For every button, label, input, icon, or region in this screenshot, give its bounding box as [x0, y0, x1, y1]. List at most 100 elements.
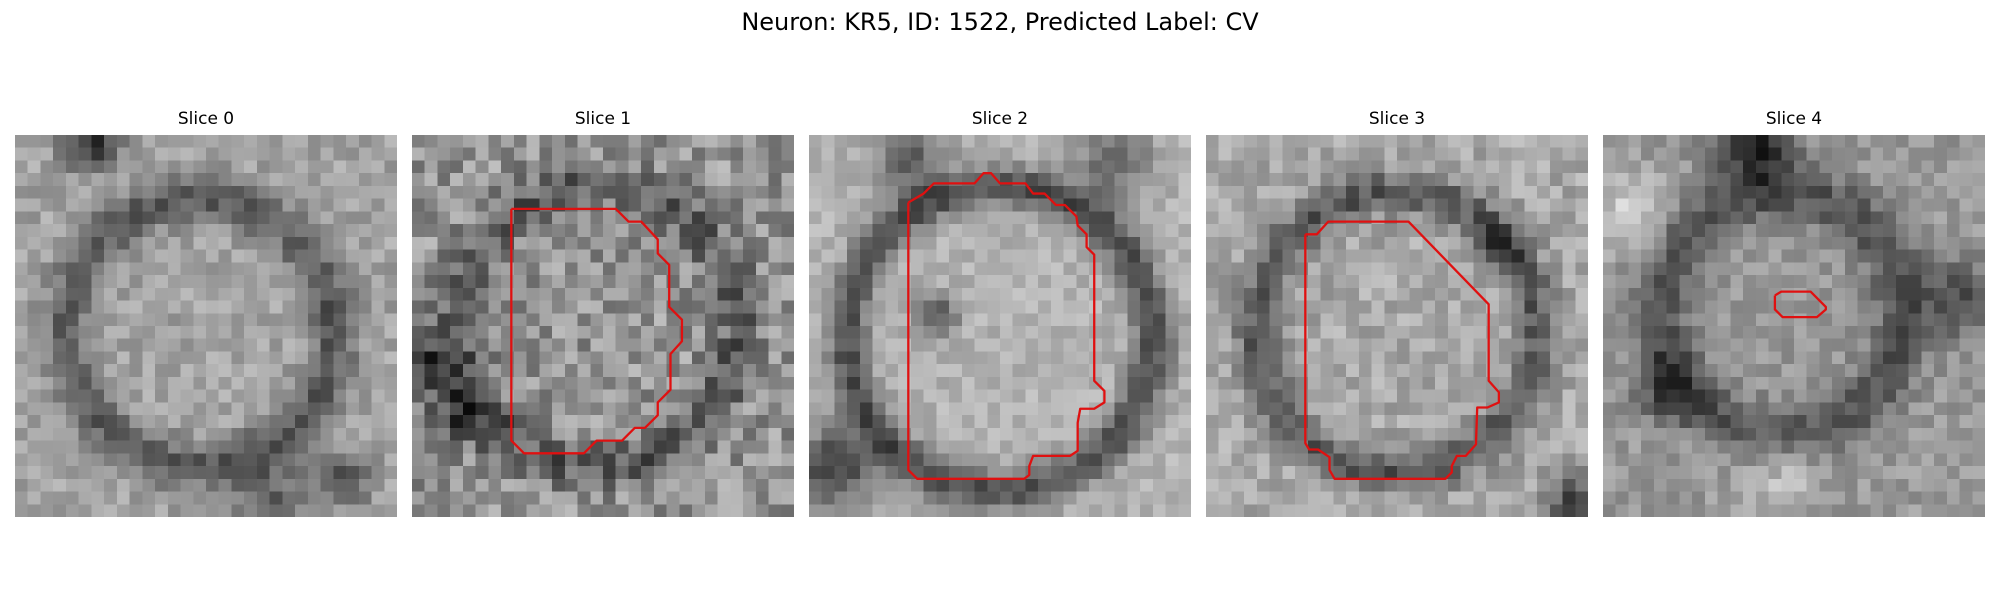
image-pixel [1832, 402, 1846, 416]
image-pixel [501, 185, 515, 199]
image-pixel [1307, 160, 1321, 174]
image-pixel [910, 173, 924, 187]
image-pixel [1806, 440, 1820, 454]
image-pixel [91, 338, 105, 352]
image-pixel [193, 427, 207, 441]
image-pixel [1679, 185, 1693, 199]
image-pixel [206, 173, 219, 187]
image-pixel [1397, 198, 1410, 212]
image-pixel [1063, 287, 1077, 301]
image-pixel [679, 427, 693, 441]
image-pixel [1679, 262, 1693, 276]
image-pixel [1473, 415, 1487, 429]
image-pixel [295, 491, 309, 505]
image-pixel [730, 338, 744, 352]
image-pixel [206, 135, 219, 148]
image-pixel [1666, 173, 1680, 187]
image-pixel [1908, 173, 1922, 187]
image-pixel [1409, 147, 1423, 161]
image-pixel [961, 147, 975, 161]
image-pixel [1666, 185, 1680, 199]
image-pixel [53, 427, 67, 441]
image-pixel [1743, 402, 1757, 416]
image-pixel [628, 300, 642, 314]
image-pixel [809, 173, 822, 187]
image-pixel [1218, 287, 1232, 301]
image-pixel [1460, 185, 1474, 199]
image-pixel [513, 160, 527, 174]
image-pixel [155, 326, 169, 339]
image-pixel [424, 185, 438, 199]
image-pixel [1819, 351, 1833, 365]
image-pixel [1050, 326, 1064, 339]
image-pixel [1537, 491, 1551, 505]
image-pixel [1178, 478, 1191, 492]
image-pixel [1025, 338, 1039, 352]
image-pixel [1511, 440, 1525, 454]
image-pixel [590, 173, 604, 187]
image-pixel [1473, 364, 1487, 378]
image-pixel [564, 402, 578, 416]
image-pixel [15, 287, 28, 301]
image-pixel [513, 415, 527, 429]
image-pixel [78, 211, 92, 225]
image-pixel [1165, 364, 1179, 378]
image-pixel [424, 160, 438, 174]
image-pixel [1397, 491, 1410, 505]
image-pixel [743, 275, 757, 289]
image-pixel [1959, 351, 1973, 365]
image-pixel [961, 504, 975, 517]
image-pixel [371, 160, 385, 174]
image-pixel [653, 185, 667, 199]
image-pixel [859, 135, 873, 148]
image-pixel [1717, 402, 1731, 416]
image-pixel [180, 389, 194, 403]
image-pixel [961, 427, 975, 441]
image-pixel [256, 185, 270, 199]
image-pixel [1946, 364, 1960, 378]
image-pixel [692, 135, 706, 148]
image-pixel [936, 211, 950, 225]
image-pixel [104, 211, 118, 225]
image-pixel [1511, 402, 1525, 416]
image-pixel [129, 236, 143, 250]
image-pixel [768, 389, 782, 403]
image-pixel [1447, 147, 1461, 161]
image-pixel [1152, 504, 1166, 517]
image-pixel [1320, 402, 1334, 416]
image-pixel [1692, 466, 1706, 480]
image-pixel [412, 135, 425, 148]
image-pixel [1435, 224, 1449, 238]
image-pixel [1704, 313, 1718, 327]
image-pixel [910, 287, 924, 301]
image-pixel [1934, 504, 1948, 517]
image-pixel [1946, 415, 1960, 429]
image-pixel [91, 427, 105, 441]
image-pixel [1384, 173, 1398, 187]
image-pixel [142, 402, 156, 416]
image-pixel [923, 504, 937, 517]
image-pixel [615, 135, 629, 148]
image-pixel [704, 185, 718, 199]
image-pixel [577, 135, 591, 148]
image-pixel [1447, 427, 1461, 441]
image-pixel [1959, 249, 1973, 263]
image-pixel [653, 287, 667, 301]
image-pixel [513, 402, 527, 416]
image-pixel [1114, 491, 1128, 505]
image-pixel [653, 491, 667, 505]
image-pixel [987, 262, 1001, 276]
image-pixel [987, 402, 1001, 416]
image-pixel [809, 427, 822, 441]
image-pixel [1409, 185, 1423, 199]
image-pixel [1768, 224, 1782, 238]
image-pixel [1692, 275, 1706, 289]
image-pixel [615, 249, 629, 263]
image-pixel [1371, 160, 1385, 174]
image-pixel [1921, 478, 1935, 492]
image-pixel [1409, 287, 1423, 301]
image-pixel [1781, 415, 1795, 429]
image-pixel [231, 491, 245, 505]
image-pixel [384, 147, 397, 161]
image-pixel [603, 389, 616, 403]
